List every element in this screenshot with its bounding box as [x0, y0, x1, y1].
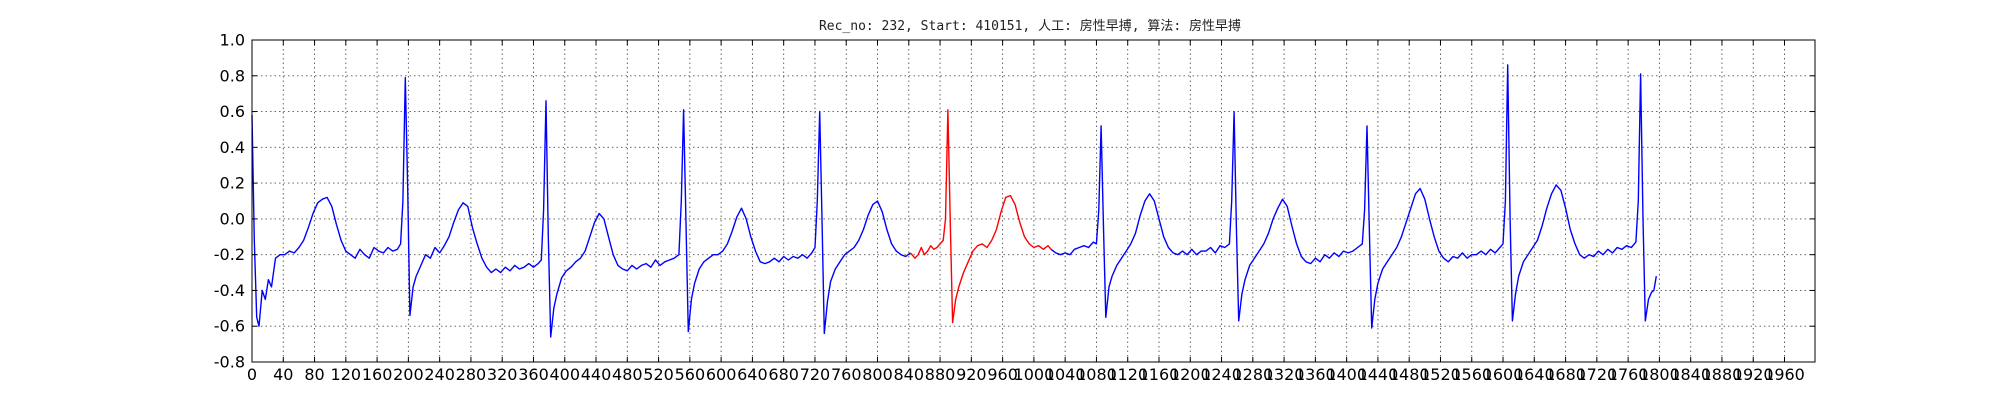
x-tick-label: 840	[894, 365, 925, 384]
x-tick-label: 1080	[1076, 365, 1117, 384]
x-tick-label: 160	[362, 365, 393, 384]
x-tick-label: 1720	[1576, 365, 1617, 384]
x-tick-label: 320	[487, 365, 518, 384]
x-tick-label: 240	[424, 365, 455, 384]
ecg-trace-line	[1050, 64, 1657, 329]
chart-title: Rec_no: 232, Start: 410151, 人工: 房性早搏, 算法…	[819, 18, 1241, 34]
y-tick-label: -0.6	[214, 317, 245, 336]
y-tick-label: 0.6	[220, 102, 245, 121]
x-tick-label: 0	[247, 365, 257, 384]
x-tick-label: 1800	[1639, 365, 1680, 384]
x-tick-label: 1480	[1389, 365, 1430, 384]
ecg-trace-line	[251, 76, 911, 338]
y-tick-label: 0.8	[220, 66, 245, 85]
x-tick-label: 1440	[1358, 365, 1399, 384]
x-tick-label: 1760	[1608, 365, 1649, 384]
x-tick-label: 1960	[1764, 365, 1805, 384]
ecg-trace-line	[909, 109, 1052, 324]
x-tick-label: 1600	[1483, 365, 1524, 384]
plot-frame	[251, 39, 1816, 363]
y-tick-label: 1.0	[220, 31, 245, 50]
x-tick-label: 1400	[1326, 365, 1367, 384]
x-tick-label: 520	[643, 365, 674, 384]
ticks	[251, 39, 1815, 363]
x-tick-label: 1520	[1420, 365, 1461, 384]
x-tick-label: 760	[831, 365, 862, 384]
y-tick-label: 0.2	[220, 174, 245, 193]
x-tick-label: 80	[304, 365, 324, 384]
y-tick-label: 0.0	[220, 209, 245, 228]
y-tick-label: 0.4	[220, 138, 245, 157]
x-tick-label: 920	[956, 365, 987, 384]
x-tick-label: 480	[612, 365, 643, 384]
x-tick-label: 1240	[1201, 365, 1242, 384]
x-tick-label: 680	[768, 365, 799, 384]
x-tick-labels: 0 40 80 120 160 200 240 280 320 360 400 440 480 520 56…	[247, 365, 1805, 384]
x-tick-label: 1280	[1232, 365, 1273, 384]
x-tick-label: 1320	[1264, 365, 1305, 384]
x-tick-label: 1360	[1295, 365, 1336, 384]
x-tick-label: 1560	[1451, 365, 1492, 384]
x-tick-label: 1000	[1014, 365, 1055, 384]
x-tick-label: 720	[800, 365, 831, 384]
x-tick-label: 360	[518, 365, 549, 384]
y-tick-label: -0.4	[214, 281, 245, 300]
x-tick-label: 640	[737, 365, 768, 384]
x-tick-label: 1880	[1702, 365, 1743, 384]
y-tick-label: -0.8	[214, 353, 245, 372]
x-tick-label: 440	[581, 365, 612, 384]
x-tick-label: 560	[675, 365, 706, 384]
x-tick-label: 1640	[1514, 365, 1555, 384]
x-tick-label: 960	[987, 365, 1018, 384]
x-tick-label: 1920	[1733, 365, 1774, 384]
grid-lines	[252, 40, 1815, 362]
x-tick-label: 1680	[1545, 365, 1586, 384]
x-tick-label: 880	[925, 365, 956, 384]
x-tick-label: 1120	[1107, 365, 1148, 384]
x-tick-label: 200	[393, 365, 424, 384]
x-tick-label: 800	[862, 365, 893, 384]
x-tick-label: 40	[273, 365, 293, 384]
x-tick-label: 1840	[1670, 365, 1711, 384]
x-tick-label: 1160	[1139, 365, 1180, 384]
y-tick-label: -0.2	[214, 245, 245, 264]
series-layer	[251, 64, 1657, 338]
x-tick-label: 1200	[1170, 365, 1211, 384]
x-tick-label: 280	[456, 365, 487, 384]
x-tick-label: 400	[549, 365, 580, 384]
x-tick-label: 1040	[1045, 365, 1086, 384]
x-tick-label: 120	[331, 365, 362, 384]
y-tick-labels: -0.8 -0.6 -0.4 -0.2 0.0 0.2 0.4 0.6 0.8 1.0	[214, 31, 245, 372]
x-tick-label: 600	[706, 365, 737, 384]
